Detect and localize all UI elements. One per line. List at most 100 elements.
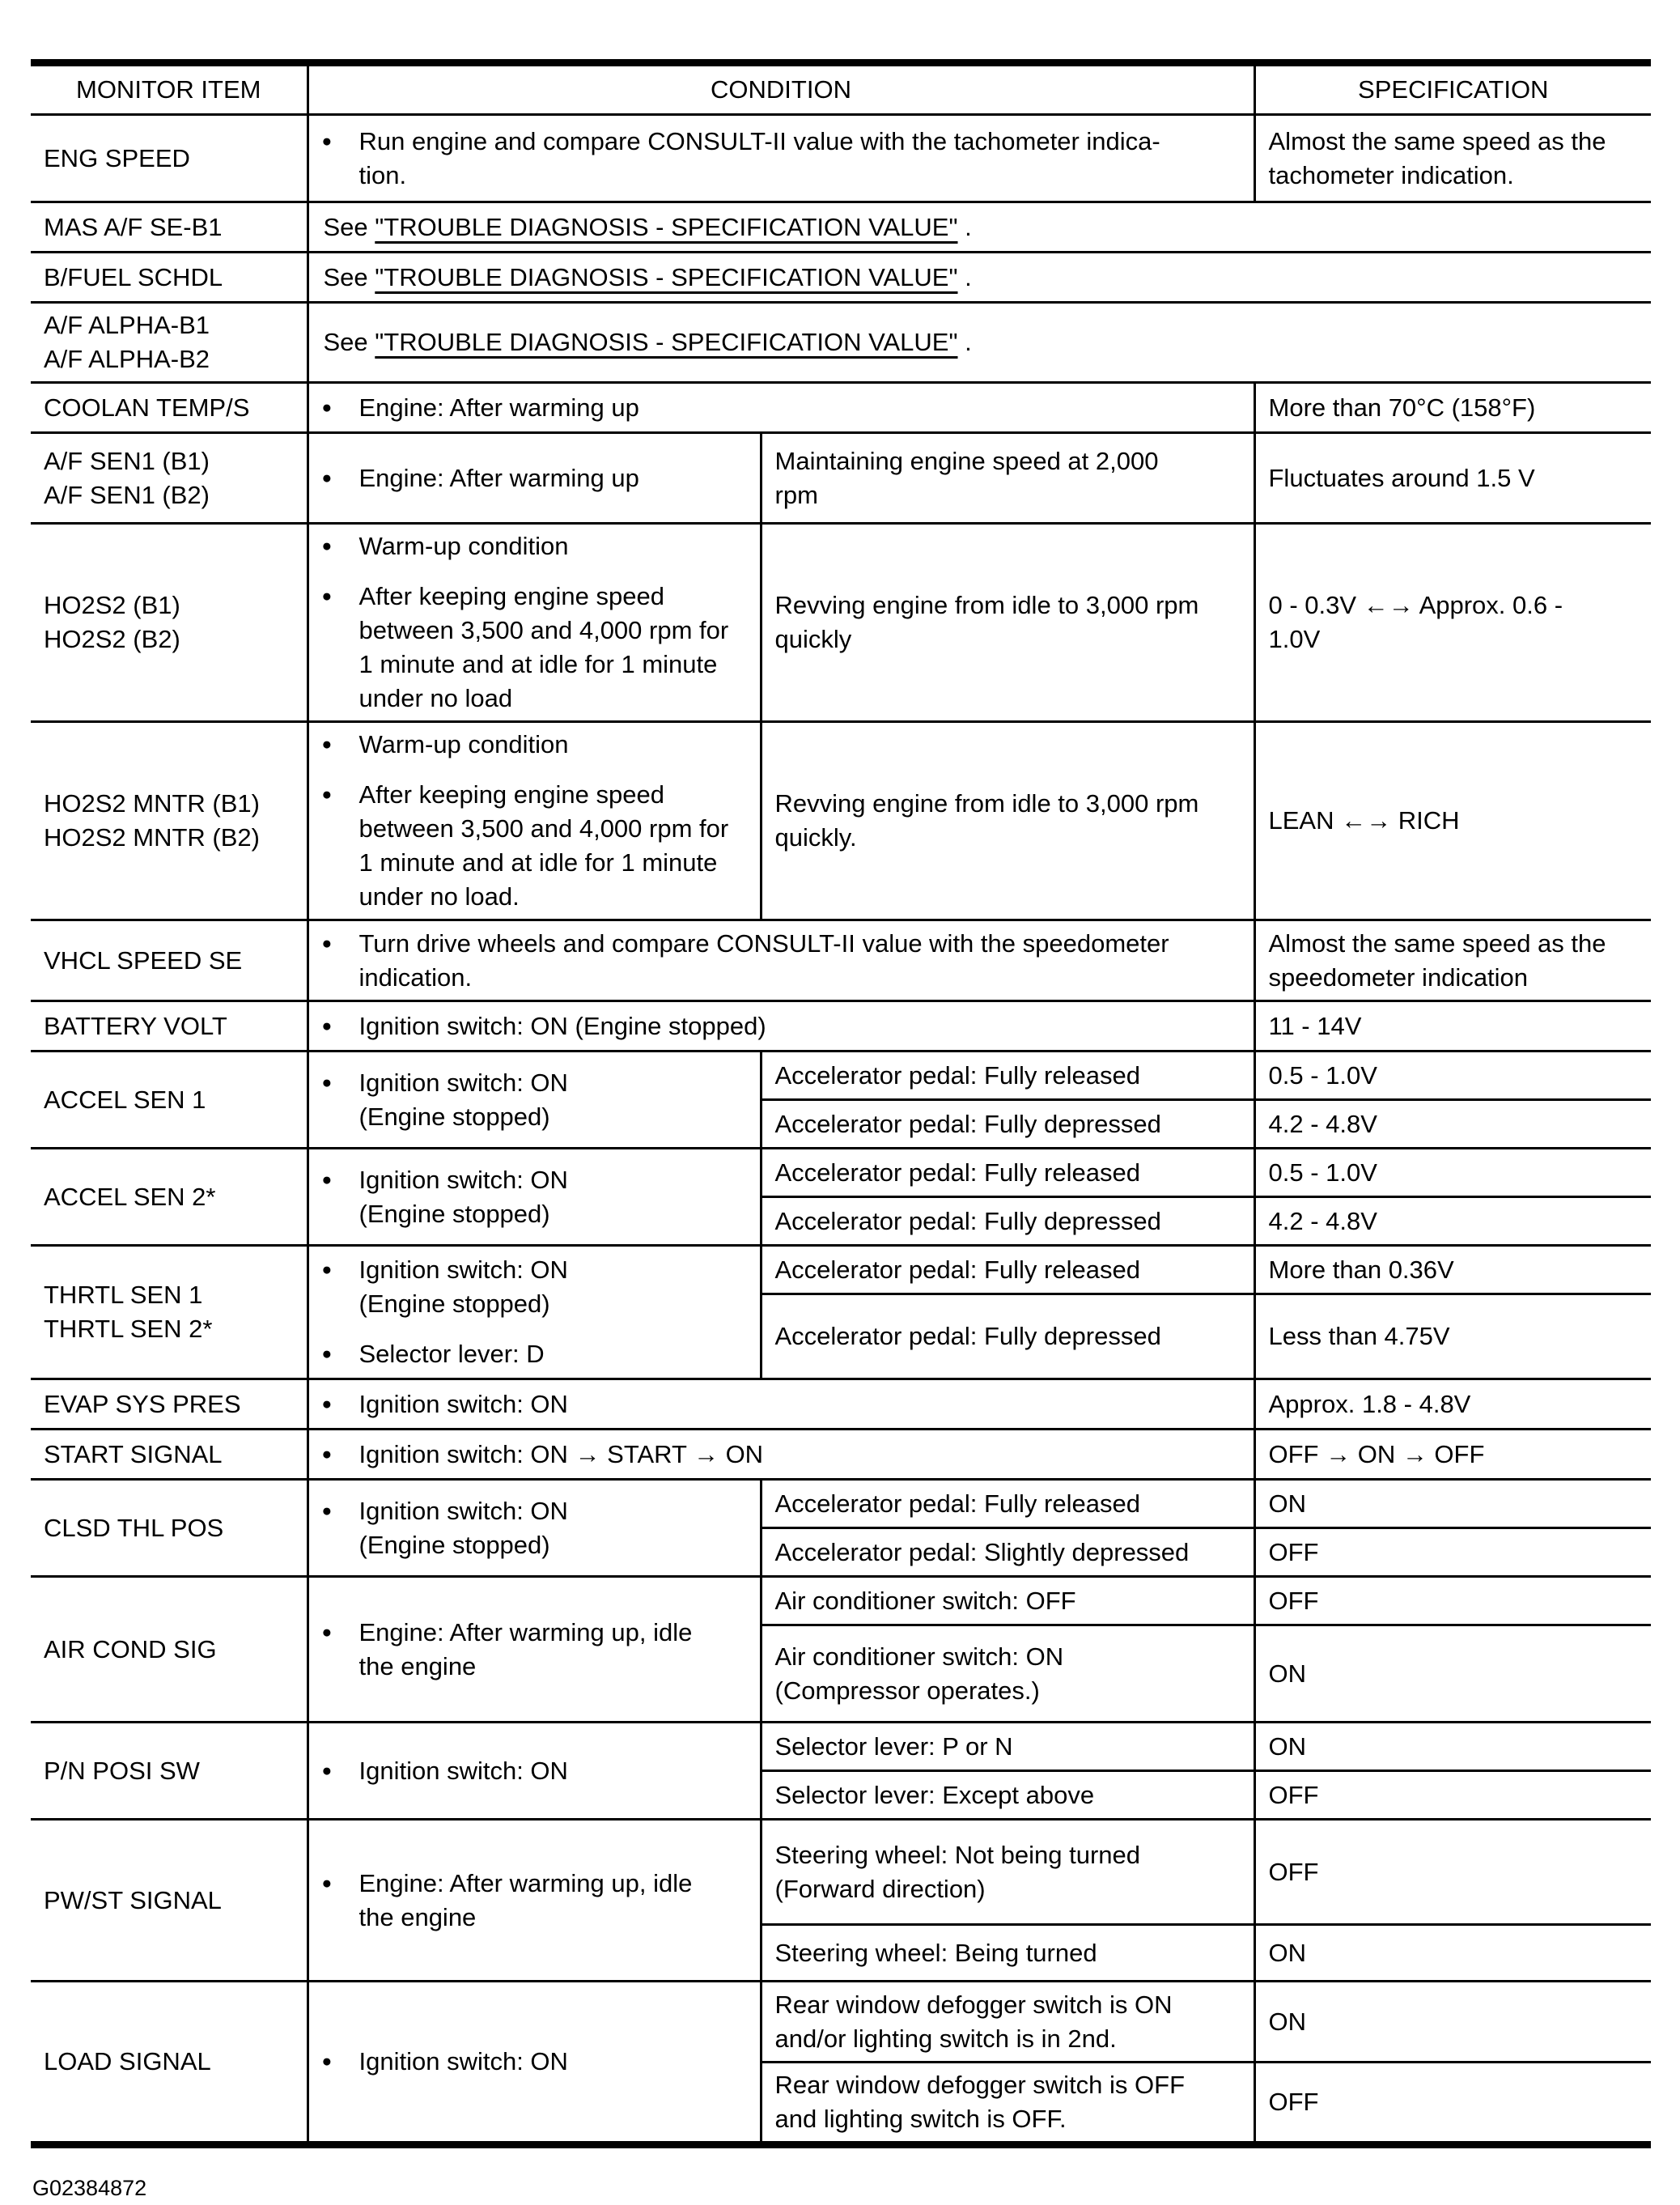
sub-condition-cell: Air conditioner switch: OFF: [761, 1576, 1256, 1626]
condition-text: Run engine and compare CONSULT-II value …: [358, 126, 1160, 189]
monitor-item-table: MONITOR ITEM CONDITION SPECIFICATION ENG…: [31, 59, 1651, 2148]
monitor-item-cell: CLSD THL POS: [31, 1479, 309, 1578]
monitor-item-cell: VHCL SPEED SE: [31, 920, 309, 1002]
sub-condition-cell: Rear window defogger switch is ON and/or…: [761, 1981, 1256, 2063]
monitor-item-cell: ACCEL SEN 1: [31, 1051, 309, 1149]
spec-cell: ON: [1254, 1625, 1651, 1723]
table-row: MAS A/F SE-B1 See "TROUBLE DIAGNOSIS - S…: [31, 202, 1651, 253]
spec-cell: More than 70°C (158°F): [1254, 382, 1651, 434]
table-row: THRTL SEN 1 THRTL SEN 2* ● Ignition switc…: [31, 1245, 1651, 1380]
spec-cell: 4.2 - 4.8V: [1254, 1196, 1651, 1247]
bullet-icon: ●: [321, 2052, 333, 2071]
condition-cell: ● Run engine and compare CONSULT-II value…: [308, 114, 1256, 203]
monitor-item-cell: P/N POSI SW: [31, 1722, 309, 1821]
condition-main-cell: ● Ignition switch: ON (Engine stopped) ● S…: [308, 1245, 762, 1380]
monitor-item-cell: ENG SPEED: [31, 114, 309, 203]
condition-main-cell: ● Warm-up condition ● After keeping engine…: [308, 523, 762, 723]
table-row: B/FUEL SCHDL See "TROUBLE DIAGNOSIS - SP…: [31, 252, 1651, 304]
sub-condition-cell: Accelerator pedal: Fully released: [761, 1148, 1256, 1198]
bullet-icon: ●: [321, 537, 333, 555]
monitor-item-cell: A/F ALPHA-B1 A/F ALPHA-B2: [31, 302, 309, 384]
condition-main-cell: ● Ignition switch: ON (Engine stopped): [308, 1148, 762, 1247]
condition-main-cell: ● Engine: After warming up, idle the engi…: [308, 1576, 762, 1723]
sub-condition-cell: Steering wheel: Being turned: [761, 1924, 1256, 1982]
condition-cell: ● Ignition switch: ON: [308, 1379, 1256, 1430]
monitor-item-cell: ACCEL SEN 2*: [31, 1148, 309, 1247]
spec-cell: 11 - 14V: [1254, 1001, 1651, 1052]
bullet-icon: ●: [321, 933, 333, 953]
sub-condition-cell: Accelerator pedal: Fully depressed: [761, 1196, 1256, 1247]
spec-cell: ON: [1254, 1981, 1651, 2063]
condition-text: Engine: After warming up, idle the engin…: [358, 1617, 693, 1680]
sub-condition-cell: Revving engine from idle to 3,000 rpm qu…: [761, 721, 1256, 921]
condition-text: Ignition switch: ON (Engine stopped): [358, 1011, 766, 1040]
bullet-icon: ●: [321, 468, 333, 487]
bullet-icon: ●: [321, 1260, 333, 1279]
condition-main-cell: ● Ignition switch: ON: [308, 1722, 762, 1821]
table-row: P/N POSI SW ● Ignition switch: ON Selecto…: [31, 1722, 1651, 1821]
see-reference-link[interactable]: "TROUBLE DIAGNOSIS - SPECIFICATION VALUE…: [375, 262, 958, 291]
table-sub-row: Rear window defogger switch is OFF and l…: [31, 2062, 1651, 2146]
bullet-icon: ●: [321, 1016, 333, 1035]
condition-text: Ignition switch: ON: [358, 2047, 568, 2075]
condition-cell: See "TROUBLE DIAGNOSIS - SPECIFICATION V…: [308, 202, 1651, 253]
condition-text: Engine: After warming up: [358, 393, 639, 422]
condition-text: Selector lever: D: [358, 1340, 545, 1368]
sub-condition-cell: Accelerator pedal: Fully released: [761, 1051, 1256, 1101]
table-row: START SIGNAL ● Ignition switch: ON → STAR…: [31, 1429, 1651, 1481]
monitor-item-cell: B/FUEL SCHDL: [31, 252, 309, 304]
condition-main-cell: ● Engine: After warming up: [308, 432, 762, 525]
table-row: EVAP SYS PRES ● Ignition switch: ON Appro…: [31, 1379, 1651, 1430]
sub-condition-cell: Accelerator pedal: Fully depressed: [761, 1099, 1256, 1149]
see-suffix: .: [957, 212, 972, 241]
table-row: BATTERY VOLT ● Ignition switch: ON (Engin…: [31, 1001, 1651, 1052]
condition-text: Ignition switch: ON: [358, 1389, 568, 1418]
condition-main-cell: ● Engine: After warming up, idle the engi…: [308, 1819, 762, 1982]
bullet-icon: ●: [321, 735, 333, 754]
bullet-icon: ●: [321, 1073, 333, 1092]
bullet-icon: ●: [321, 1444, 333, 1464]
condition-cell: ● Engine: After warming up: [308, 382, 1256, 434]
spec-cell: OFF: [1254, 1770, 1651, 1821]
condition-text: Ignition switch: ON (Engine stopped): [358, 1255, 568, 1318]
monitor-item-cell: HO2S2 (B1) HO2S2 (B2): [31, 523, 309, 723]
bullet-icon: ●: [321, 397, 333, 417]
bullet-icon: ●: [321, 587, 333, 605]
table-sub-row: Air conditioner switch: ON (Compressor o…: [31, 1625, 1651, 1723]
table-sub-row: Accelerator pedal: Fully depressed 4.2 -…: [31, 1196, 1651, 1247]
sub-condition-cell: Maintaining engine speed at 2,000 rpm: [761, 432, 1256, 525]
bullet-icon: ●: [321, 1170, 333, 1189]
table-sub-row: Accelerator pedal: Fully depressed 4.2 -…: [31, 1099, 1651, 1149]
sub-condition-cell: Selector lever: Except above: [761, 1770, 1256, 1821]
condition-text: Ignition switch: ON → START → ON: [358, 1439, 764, 1468]
table-row: A/F SEN1 (B1) A/F SEN1 (B2) ● Engine: Aft…: [31, 432, 1651, 525]
table-sub-row: Accelerator pedal: Fully depressed Less …: [31, 1294, 1651, 1380]
see-reference-link[interactable]: "TROUBLE DIAGNOSIS - SPECIFICATION VALUE…: [375, 328, 958, 356]
monitor-item-cell: COOLAN TEMP/S: [31, 382, 309, 434]
spec-cell: 0.5 - 1.0V: [1254, 1051, 1651, 1101]
condition-text: Turn drive wheels and compare CONSULT-II…: [358, 928, 1169, 992]
table-row: LOAD SIGNAL ● Ignition switch: ON Rear wi…: [31, 1981, 1651, 2146]
spec-cell: Less than 4.75V: [1254, 1294, 1651, 1380]
spec-cell: ON: [1254, 1479, 1651, 1529]
table-row: VHCL SPEED SE ● Turn drive wheels and com…: [31, 920, 1651, 1002]
table-sub-row: Accelerator pedal: Slightly depressed OF…: [31, 1527, 1651, 1578]
see-reference-link[interactable]: "TROUBLE DIAGNOSIS - SPECIFICATION VALUE…: [375, 212, 958, 241]
condition-text: Ignition switch: ON: [358, 1756, 568, 1785]
condition-text: Warm-up condition: [358, 532, 569, 560]
monitor-item-cell: A/F SEN1 (B1) A/F SEN1 (B2): [31, 432, 309, 525]
table-row: HO2S2 MNTR (B1) HO2S2 MNTR (B2) ● Warm-up…: [31, 721, 1651, 921]
bullet-icon: ●: [321, 1394, 333, 1413]
header-specification: SPECIFICATION: [1254, 62, 1651, 116]
spec-cell: OFF: [1254, 1819, 1651, 1926]
sub-condition-cell: Accelerator pedal: Fully released: [761, 1479, 1256, 1529]
bullet-icon: ●: [321, 131, 333, 151]
table-sub-row: Selector lever: Except above OFF: [31, 1770, 1651, 1821]
monitor-item-cell: BATTERY VOLT: [31, 1001, 309, 1052]
spec-cell: ON: [1254, 1924, 1651, 1982]
monitor-item-cell: EVAP SYS PRES: [31, 1379, 309, 1430]
condition-text: Warm-up condition: [358, 730, 569, 758]
see-prefix: See: [323, 212, 375, 241]
condition-main-cell: ● Warm-up condition ● After keeping engine…: [308, 721, 762, 921]
